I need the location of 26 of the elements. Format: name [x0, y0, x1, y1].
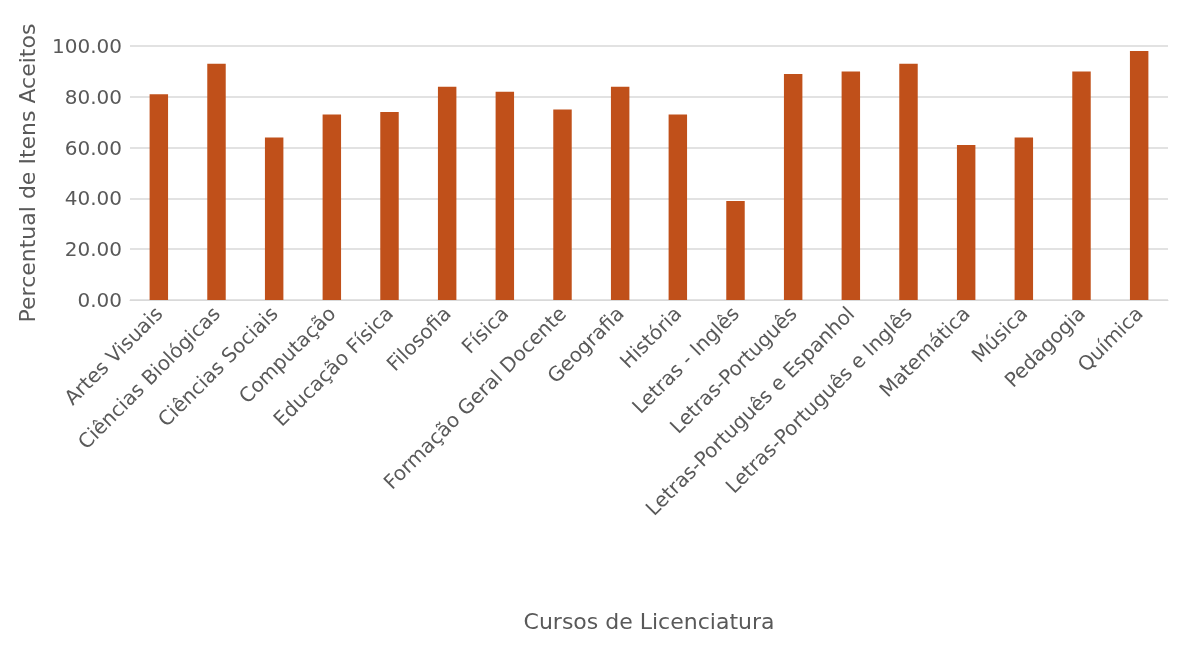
bar [1072, 71, 1091, 300]
bar [610, 86, 630, 300]
bar [668, 114, 688, 300]
bar [495, 91, 515, 300]
y-tick-label: 40.00 [64, 186, 122, 211]
bar [207, 63, 226, 300]
bar [264, 137, 284, 300]
bar [726, 200, 745, 300]
y-axis-title: Percentual de Itens Aceitos [14, 23, 40, 323]
y-tick-label: 20.00 [64, 237, 122, 262]
bar [380, 112, 399, 300]
bar [899, 63, 918, 300]
bar [553, 109, 572, 300]
bar [437, 86, 457, 300]
bar [322, 114, 342, 300]
y-tick-label: 80.00 [64, 84, 122, 109]
bar [1014, 137, 1034, 300]
y-tick-label: 0.00 [77, 288, 122, 312]
bar [841, 71, 861, 300]
bar [783, 73, 803, 300]
bar [956, 145, 976, 300]
bar [149, 94, 169, 300]
bar [1129, 51, 1149, 300]
x-axis-title: Cursos de Licenciatura [523, 608, 775, 634]
y-tick-label: 100.00 [52, 34, 122, 58]
y-tick-label: 60.00 [64, 135, 122, 160]
